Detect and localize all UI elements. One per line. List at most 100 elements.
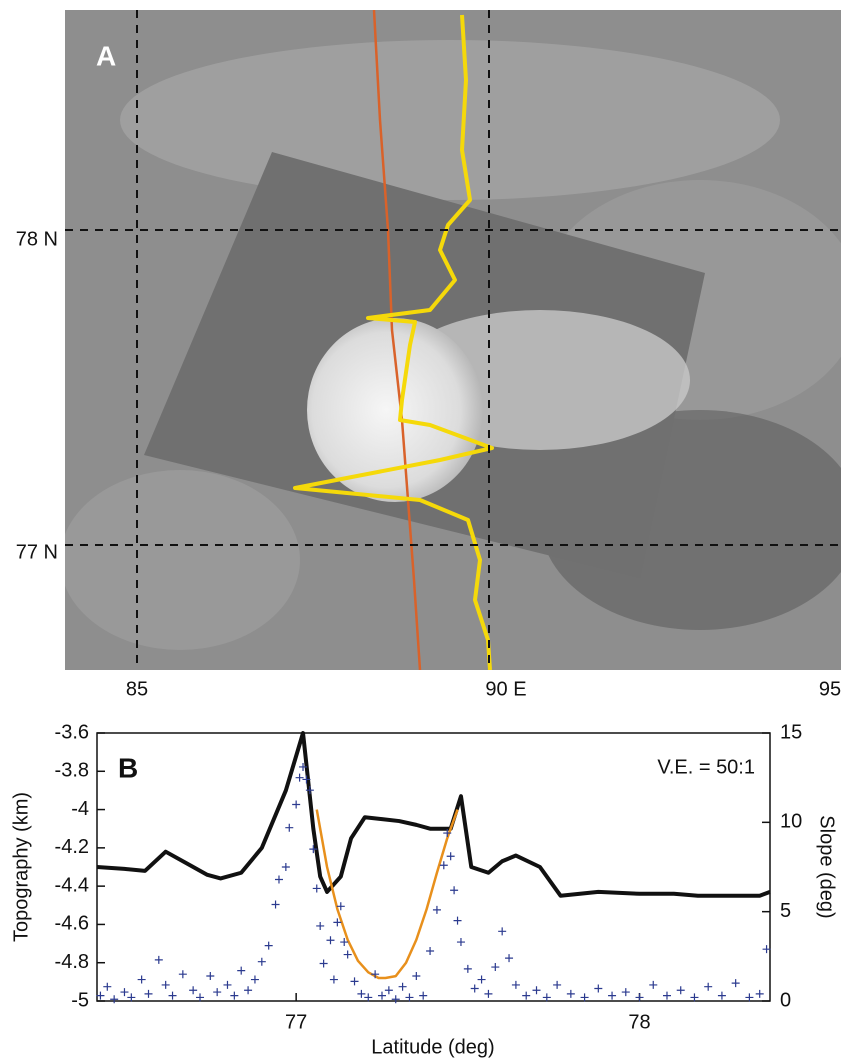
point bbox=[343, 950, 352, 959]
point bbox=[717, 991, 726, 1000]
point bbox=[419, 991, 428, 1000]
point bbox=[257, 957, 266, 966]
point bbox=[223, 980, 232, 989]
point bbox=[412, 971, 421, 980]
lon-label: 85 bbox=[126, 678, 148, 700]
point bbox=[432, 905, 441, 914]
point bbox=[621, 988, 630, 997]
y2-axis-label: Slope (deg) bbox=[816, 815, 838, 918]
panel-label: A bbox=[96, 40, 116, 71]
point bbox=[326, 936, 335, 945]
point bbox=[302, 775, 311, 784]
point bbox=[213, 988, 222, 997]
point bbox=[690, 993, 699, 1002]
point bbox=[662, 991, 671, 1000]
y-tick-label: -5 bbox=[71, 989, 89, 1011]
point bbox=[96, 991, 105, 1000]
x-axis-label: Latitude (deg) bbox=[371, 1036, 494, 1058]
point bbox=[470, 984, 479, 993]
point bbox=[762, 945, 771, 954]
point bbox=[340, 938, 349, 947]
point bbox=[477, 975, 486, 984]
lat-label: 78 N bbox=[16, 228, 58, 250]
point bbox=[566, 989, 575, 998]
lat-label: 77 N bbox=[16, 541, 58, 563]
point bbox=[450, 886, 459, 895]
point bbox=[189, 986, 198, 995]
point bbox=[608, 991, 617, 1000]
point bbox=[391, 995, 400, 1004]
point bbox=[206, 971, 215, 980]
point bbox=[264, 941, 273, 950]
point bbox=[745, 993, 754, 1002]
point bbox=[484, 989, 493, 998]
point bbox=[357, 989, 366, 998]
point bbox=[103, 982, 112, 991]
point bbox=[463, 964, 472, 973]
point bbox=[120, 988, 129, 997]
x-tick-label: 77 bbox=[285, 1011, 307, 1033]
point bbox=[161, 980, 170, 989]
point bbox=[505, 954, 514, 963]
point bbox=[329, 975, 338, 984]
point bbox=[271, 900, 280, 909]
y2-tick-label: 0 bbox=[780, 989, 791, 1011]
panel-a-image bbox=[65, 10, 841, 670]
line bbox=[315, 809, 459, 980]
point bbox=[704, 982, 713, 991]
point bbox=[168, 991, 177, 1000]
point bbox=[312, 884, 321, 893]
point bbox=[522, 991, 531, 1000]
point bbox=[439, 861, 448, 870]
point bbox=[154, 955, 163, 964]
lon-label: 90 E bbox=[485, 678, 526, 700]
point bbox=[244, 986, 253, 995]
point bbox=[405, 993, 414, 1002]
y-axis-label: Topography (km) bbox=[10, 792, 32, 942]
point bbox=[309, 845, 318, 854]
line bbox=[96, 731, 771, 898]
point bbox=[364, 993, 373, 1002]
point bbox=[281, 863, 290, 871]
annotation: V.E. = 50:1 bbox=[657, 756, 755, 778]
point bbox=[333, 918, 342, 927]
point bbox=[371, 970, 380, 979]
chart: B V.E. = 50:1 Latitude (deg) Topography … bbox=[10, 721, 837, 1058]
point bbox=[299, 762, 308, 771]
point bbox=[446, 852, 455, 861]
y2-tick-label: 15 bbox=[780, 721, 802, 743]
point bbox=[594, 984, 603, 993]
point bbox=[237, 966, 246, 975]
point bbox=[305, 786, 314, 795]
point bbox=[443, 829, 452, 838]
y2-tick-label: 10 bbox=[780, 811, 802, 833]
point bbox=[384, 986, 393, 995]
point bbox=[649, 980, 658, 989]
point bbox=[285, 823, 294, 832]
lon-label: 95 bbox=[819, 678, 841, 700]
point bbox=[453, 916, 462, 925]
point bbox=[178, 970, 187, 979]
point bbox=[316, 921, 325, 930]
point bbox=[110, 995, 119, 1004]
point bbox=[295, 773, 304, 782]
point bbox=[755, 989, 764, 998]
point bbox=[580, 993, 589, 1002]
point bbox=[398, 982, 407, 991]
point bbox=[137, 975, 146, 984]
point bbox=[635, 993, 644, 1002]
panel-label: B bbox=[118, 752, 138, 783]
point bbox=[498, 927, 507, 936]
point bbox=[350, 977, 359, 986]
point bbox=[292, 800, 301, 809]
y-tick-label: -4.4 bbox=[55, 874, 89, 896]
point bbox=[250, 975, 259, 984]
point bbox=[336, 902, 345, 911]
point bbox=[676, 986, 685, 995]
point bbox=[230, 991, 239, 1000]
point bbox=[127, 993, 136, 1002]
y-tick-label: -4.6 bbox=[55, 913, 89, 935]
point bbox=[542, 993, 551, 1002]
point bbox=[274, 875, 283, 884]
point bbox=[196, 993, 205, 1002]
